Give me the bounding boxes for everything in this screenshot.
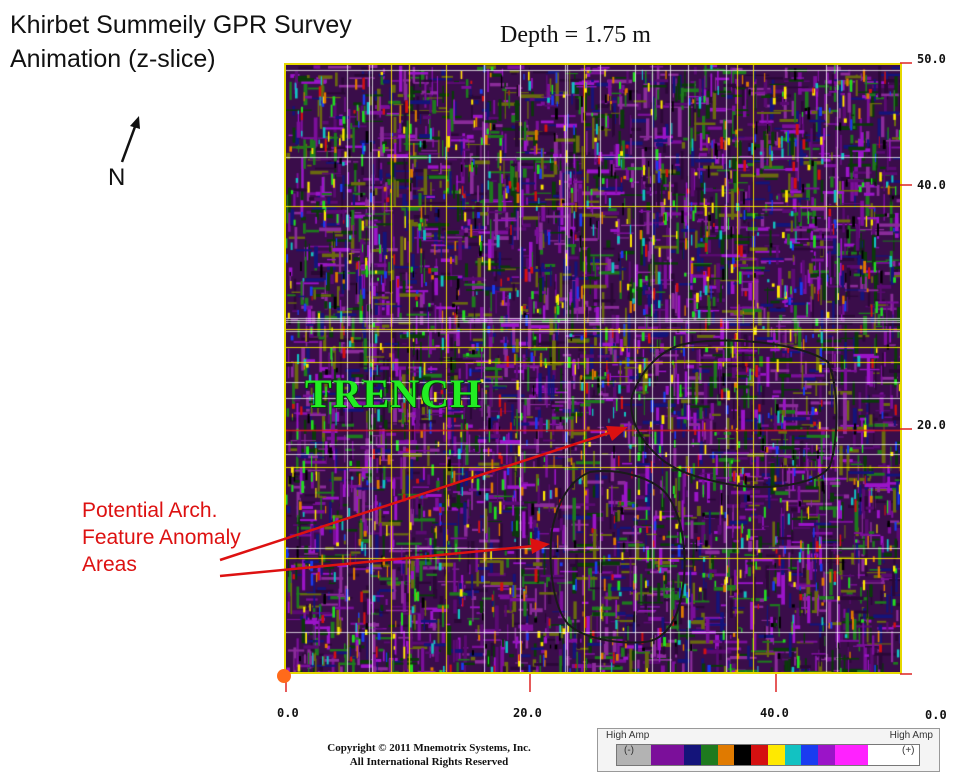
x-tick-label-right: 0.0: [925, 708, 947, 722]
gpr-map: [284, 63, 902, 674]
colorbar-strip: [616, 744, 920, 766]
copyright-notice: Copyright © 2011 Mnemotrix Systems, Inc.…: [284, 741, 574, 769]
colorbar-swatch: [868, 745, 886, 765]
trench-label: TRENCH: [305, 371, 483, 416]
colorbar-swatch: [851, 745, 869, 765]
colorbar-swatch: [734, 745, 752, 765]
colorbar-swatch: [902, 745, 919, 765]
depth-label: Depth = 1.75 m: [500, 22, 651, 48]
gpr-amplitude-raster: [286, 65, 900, 672]
colorbar-swatch: [667, 745, 685, 765]
colorbar-swatch: [633, 745, 651, 765]
colorbar-swatch: [617, 745, 634, 765]
north-arrow-icon: [120, 116, 140, 163]
anomaly-label-line1: Potential Arch.: [82, 499, 218, 522]
y-tick-label-50: 50.0: [917, 52, 946, 66]
copyright-line1: Copyright © 2011 Mnemotrix Systems, Inc.: [327, 742, 531, 754]
survey-title-line1: Khirbet Summeily GPR Survey: [10, 11, 352, 39]
anomaly-label-line2: Feature Anomaly: [82, 526, 241, 549]
colorbar-neg-sign: (-): [624, 745, 634, 756]
colorbar-pos-sign: (+): [902, 745, 915, 756]
colorbar-swatch: [684, 745, 701, 765]
colorbar-swatch: [818, 745, 835, 765]
colorbar-swatch: [834, 745, 852, 765]
colorbar-swatch: [784, 745, 802, 765]
anomaly-label: Potential Arch. Feature Anomaly Areas: [82, 497, 241, 578]
x-tick-label-20: 20.0: [513, 706, 542, 720]
survey-title-line2: Animation (z-slice): [10, 45, 216, 73]
colorbar-swatch: [717, 745, 735, 765]
colorbar-right-label: High Amp: [889, 730, 933, 741]
colorbar-swatch: [885, 745, 903, 765]
copyright-line2: All International Rights Reserved: [349, 756, 509, 768]
amplitude-colorbar: High Amp High Amp (-) (+): [597, 728, 940, 772]
x-tick-label-40: 40.0: [760, 706, 789, 720]
anomaly-label-line3: Areas: [82, 553, 137, 576]
colorbar-swatch: [751, 745, 768, 765]
survey-title: Khirbet Summeily GPR Survey Animation (z…: [10, 8, 352, 76]
y-tick-label-20: 20.0: [917, 418, 946, 432]
colorbar-swatch: [650, 745, 668, 765]
colorbar-left-label: High Amp: [606, 730, 650, 741]
y-tick-label-40: 40.0: [917, 178, 946, 192]
x-tick-label-0: 0.0: [277, 706, 299, 720]
colorbar-swatch: [767, 745, 785, 765]
colorbar-swatch: [700, 745, 718, 765]
colorbar-swatch: [801, 745, 819, 765]
north-label: N: [108, 164, 126, 191]
